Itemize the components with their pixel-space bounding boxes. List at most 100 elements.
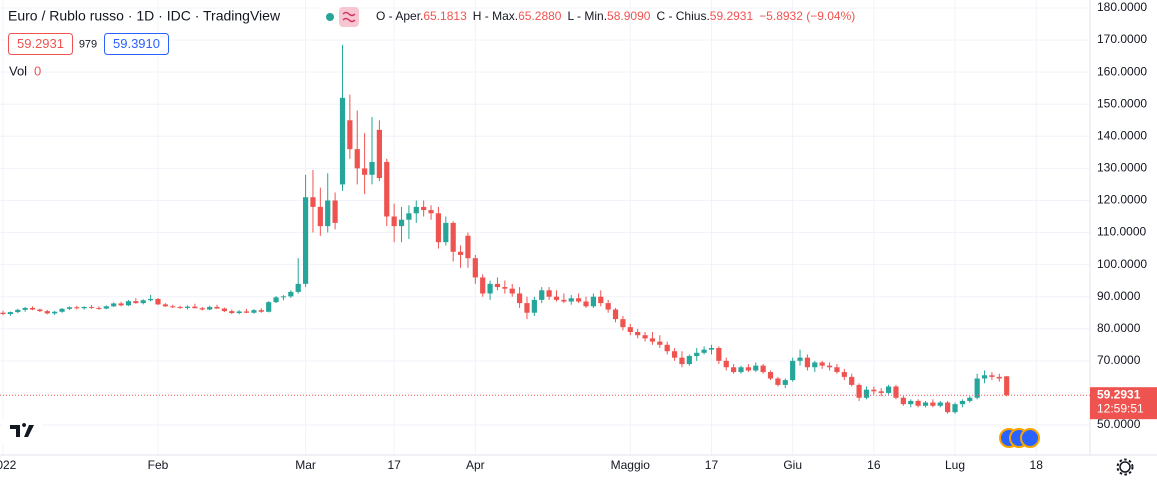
candle-body	[576, 298, 582, 302]
candle-body	[421, 206, 427, 211]
candle-body	[760, 365, 766, 373]
candle-body	[214, 306, 220, 309]
candle-body	[767, 372, 774, 379]
ask-box	[104, 33, 169, 55]
candle-body	[745, 367, 751, 371]
candle-body	[775, 378, 781, 385]
x-tick-label: Mar	[295, 458, 316, 472]
candle-body	[347, 120, 353, 150]
candle-body	[731, 367, 737, 373]
candle-body	[620, 319, 626, 328]
event-icon[interactable]	[1020, 428, 1040, 448]
candle-body	[155, 298, 161, 305]
candle-body	[52, 311, 58, 314]
candle-body	[280, 296, 287, 298]
candle-body	[893, 386, 899, 398]
candle-body	[922, 402, 929, 406]
candle-body	[753, 365, 759, 371]
candle-body	[937, 402, 943, 406]
candle-body	[111, 303, 117, 307]
candle-body	[561, 299, 567, 302]
candle-body	[863, 389, 870, 398]
candle-body	[221, 308, 227, 312]
candle-body	[738, 367, 744, 373]
legend-value: 59.2931	[710, 9, 754, 23]
candle-body	[29, 307, 36, 310]
logo-bg	[2, 416, 42, 446]
candle-body	[398, 219, 405, 227]
candle-body	[273, 297, 279, 303]
candle-body	[834, 367, 840, 373]
gear-teeth	[1116, 458, 1134, 476]
candle-body	[664, 344, 670, 352]
candle-body	[37, 309, 43, 312]
candle-body	[871, 389, 877, 392]
x-tick-label: 2022	[0, 458, 17, 472]
candle-body	[945, 402, 951, 413]
candle-body	[996, 376, 1002, 379]
candle-body	[583, 301, 589, 307]
indicator-buttons[interactable]	[320, 7, 359, 27]
candle-body	[598, 296, 604, 304]
candle-body	[435, 213, 442, 243]
candle-body	[118, 303, 124, 306]
candle-body	[406, 213, 412, 220]
event-icons[interactable]	[999, 428, 1040, 448]
candle-body	[635, 331, 641, 336]
candle-body	[236, 311, 242, 314]
candle-body	[376, 129, 382, 179]
chart-title: Euro / Rublo russo · 1D · IDC · TradingV…	[8, 8, 281, 24]
candle-body	[288, 291, 294, 297]
candle-body	[804, 357, 811, 368]
x-tick-label: 17	[387, 458, 401, 472]
candle-body	[170, 306, 176, 308]
candle-body	[886, 386, 892, 393]
last-price-tag	[1090, 387, 1157, 420]
quote-row: 59.2931 979 59.3910	[8, 33, 169, 55]
logo-mark	[10, 423, 34, 437]
candle-body	[133, 301, 139, 304]
y-tick-label: 110.0000	[1097, 225, 1146, 239]
candle-body	[723, 360, 729, 368]
approx-button[interactable]	[339, 7, 359, 27]
candle-body	[539, 290, 545, 300]
candle-body	[443, 222, 449, 243]
x-tick-label: Giu	[783, 458, 802, 472]
volume-value: 0	[34, 63, 41, 78]
candle-body	[413, 206, 419, 214]
candle-body	[207, 306, 213, 310]
gear-icon	[1119, 461, 1131, 473]
last-price-label: 59.2931	[1097, 387, 1141, 401]
legend-value: 65.1813	[423, 9, 467, 23]
candle-body	[605, 303, 611, 310]
candle-body	[671, 351, 678, 358]
candle-body	[428, 210, 434, 214]
x-tick-label: Maggio	[611, 458, 651, 472]
candle-body	[465, 235, 471, 259]
spread: 979	[79, 38, 97, 50]
candle-body	[325, 200, 331, 227]
settings-button[interactable]	[1116, 458, 1134, 476]
candle-body	[694, 352, 700, 357]
legend-key: H - Max.	[473, 9, 518, 23]
candle-body	[15, 309, 21, 313]
candle-body	[797, 357, 803, 361]
candle-body	[384, 161, 390, 217]
candle-body	[900, 397, 906, 405]
candle-body	[302, 197, 309, 284]
candle-body	[22, 307, 28, 310]
candle-body	[657, 341, 663, 345]
candle-body	[981, 375, 988, 379]
candle-body	[192, 306, 198, 309]
x-tick-label: 18	[1030, 458, 1044, 472]
candle-body	[266, 302, 272, 312]
candle-body	[974, 378, 980, 398]
volume-label: Vol	[9, 63, 27, 78]
candle-body	[1004, 376, 1010, 396]
y-tick-label: 120.0000	[1097, 193, 1147, 207]
candle-body	[184, 306, 191, 308]
tv-logo[interactable]	[2, 416, 42, 446]
candle-body	[841, 372, 847, 377]
candle-body	[590, 296, 596, 307]
